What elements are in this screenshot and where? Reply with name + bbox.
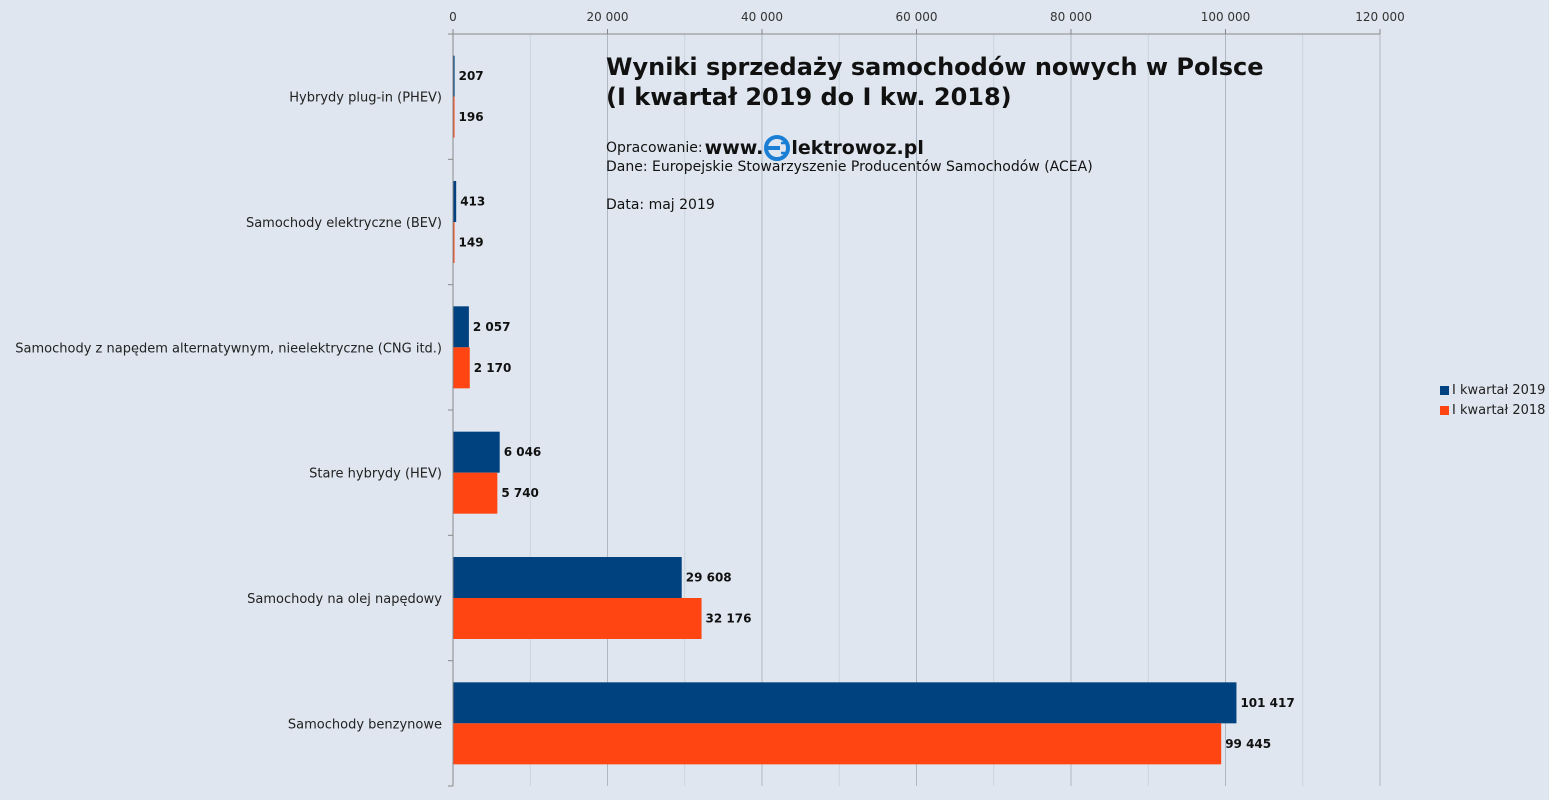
date-line: Data: maj 2019: [606, 197, 715, 213]
y-category-label: Samochody elektryczne (BEV): [246, 216, 442, 231]
y-category-label: Samochody na olej napędowy: [247, 592, 442, 607]
data-label: 101 417: [1240, 696, 1294, 710]
credit-line: Opracowanie: www. lektrowoz.pl: [606, 135, 1264, 161]
bar: [453, 682, 1237, 724]
data-label: 2 170: [474, 361, 512, 375]
bar: [453, 431, 500, 473]
x-tick-label: 80 000: [1050, 10, 1092, 24]
legend: I kwartał 2019 I kwartał 2018: [1440, 380, 1545, 420]
x-tick-label: 120 000: [1355, 10, 1405, 24]
data-label: 2 057: [473, 320, 511, 334]
data-label: 6 046: [504, 445, 542, 459]
legend-swatch-2018: [1440, 405, 1449, 415]
legend-label-2019: I kwartał 2019: [1452, 382, 1546, 398]
data-label: 149: [459, 236, 484, 250]
brand-prefix: www.: [704, 137, 764, 159]
data-label: 207: [459, 69, 484, 83]
chart-title: Wyniki sprzedaży samochodów nowych w Pol…: [606, 52, 1264, 112]
electric-plug-e-icon: [764, 135, 791, 161]
data-label: 196: [459, 110, 484, 124]
legend-item-2018: I kwartał 2018: [1440, 400, 1545, 420]
legend-swatch-2019: [1440, 385, 1449, 395]
legend-label-2018: I kwartał 2018: [1452, 402, 1546, 418]
legend-item-2019: I kwartał 2019: [1440, 380, 1545, 400]
bar: [453, 472, 498, 514]
y-category-label: Samochody z napędem alternatywnym, nieel…: [15, 341, 442, 356]
bar: [453, 96, 455, 138]
y-category-label: Samochody benzynowe: [288, 717, 442, 732]
data-label: 32 176: [706, 612, 752, 626]
chart-title-line-1: Wyniki sprzedaży samochodów nowych w Pol…: [606, 53, 1264, 81]
chart-title-line-2: (I kwartał 2019 do I kw. 2018): [606, 83, 1012, 111]
x-tick-label: 0: [449, 10, 457, 24]
bar: [453, 723, 1222, 765]
brand-suffix: lektrowoz.pl: [791, 137, 924, 159]
x-tick-label: 20 000: [587, 10, 629, 24]
bar: [453, 222, 455, 263]
x-tick-label: 100 000: [1201, 10, 1251, 24]
brand-logo: www. lektrowoz.pl: [705, 135, 924, 161]
x-tick-label: 40 000: [741, 10, 783, 24]
bar: [453, 306, 469, 348]
data-label: 413: [460, 195, 485, 209]
y-category-label: Stare hybrydy (HEV): [309, 467, 442, 482]
data-label: 5 740: [501, 486, 539, 500]
chart-info: Wyniki sprzedaży samochodów nowych w Pol…: [606, 52, 1264, 215]
x-tick-label: 60 000: [896, 10, 938, 24]
bar: [453, 347, 470, 389]
bar: [453, 557, 682, 598]
bar: [453, 55, 455, 97]
data-label: 29 608: [686, 571, 732, 585]
bar: [453, 181, 457, 222]
source-line: Dane: Europejskie Stowarzyszenie Produce…: [606, 159, 1093, 175]
data-label: 99 445: [1225, 737, 1271, 751]
credit-label: Opracowanie:: [606, 139, 703, 156]
y-category-label: Hybrydy plug-in (PHEV): [289, 91, 442, 106]
bar: [453, 598, 702, 639]
